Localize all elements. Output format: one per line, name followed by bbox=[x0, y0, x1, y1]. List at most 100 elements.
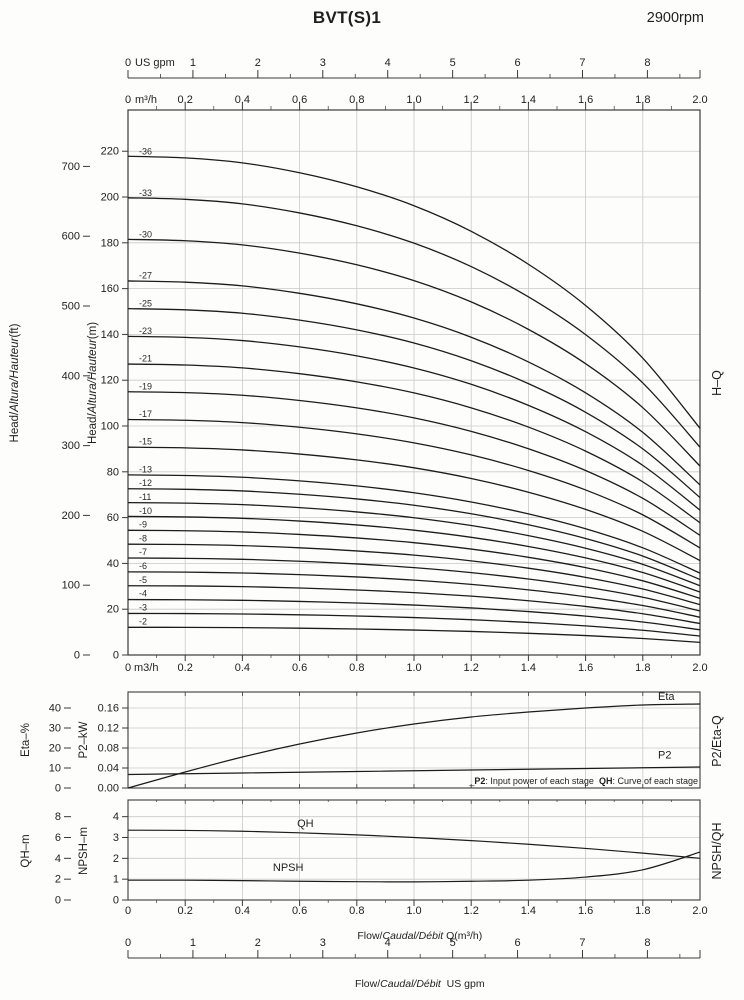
gpm2-tick-label: 0 bbox=[125, 937, 131, 949]
x-tick-label-bot: 0.8 bbox=[349, 905, 364, 917]
stage-label--8: -8 bbox=[139, 533, 147, 543]
m3h-unit-label: m³/h bbox=[135, 94, 157, 106]
stage-label--21: -21 bbox=[139, 354, 152, 364]
gpm-tick-label: 8 bbox=[644, 57, 650, 69]
y-tick-label-p2: 0.00 bbox=[98, 783, 119, 795]
axis-title-part: (m) bbox=[87, 321, 99, 340]
curve-stage--2 bbox=[127, 626, 701, 644]
note-qh-key: QH bbox=[598, 776, 613, 786]
x-tick-label: 2.0 bbox=[692, 662, 707, 674]
curve-stage--17 bbox=[127, 418, 701, 549]
m3h-tick-label: 0.2 bbox=[178, 94, 193, 106]
chart-title-p2eta: P2/Eta-Q bbox=[710, 715, 724, 767]
stage-label--6: -6 bbox=[139, 561, 147, 571]
stage-label--12: -12 bbox=[139, 478, 152, 488]
y-tick-label-ft: 200 bbox=[62, 510, 80, 522]
y-tick-label-ft: 300 bbox=[62, 440, 80, 452]
y-tick-label-p2: 0.04 bbox=[98, 763, 119, 775]
y-tick-label-m: 60 bbox=[107, 512, 119, 524]
y-tick-label-eta: 30 bbox=[49, 723, 61, 735]
curve-stage--25 bbox=[127, 308, 701, 499]
xlabel-part: Flow/ bbox=[357, 930, 383, 942]
y-tick-label-m: 180 bbox=[101, 237, 119, 249]
y-tick-label-npsh: 4 bbox=[113, 811, 119, 823]
m3h-tick-label: 2.0 bbox=[692, 94, 707, 106]
gpm2-tick-label: 8 bbox=[644, 937, 650, 949]
curve-label-eta: Eta bbox=[658, 691, 675, 703]
gpm2-tick-label: 2 bbox=[255, 937, 261, 949]
y-tick-label-p2: 0.12 bbox=[98, 723, 119, 735]
gpm-tick-label: 4 bbox=[385, 57, 391, 69]
y-tick-label-m: 40 bbox=[107, 558, 119, 570]
curve-stage--21 bbox=[127, 363, 701, 524]
y-tick-label-qh: 4 bbox=[55, 853, 61, 865]
stage-label--13: -13 bbox=[139, 464, 152, 474]
curve-eta bbox=[127, 703, 701, 789]
y-tick-label-m: 140 bbox=[101, 329, 119, 341]
y-tick-label-m: 220 bbox=[101, 146, 119, 158]
xlabel-m3h: Flow/Caudal/Débit Q(m³/h) bbox=[128, 918, 700, 954]
y-tick-label-qh: 2 bbox=[55, 874, 61, 886]
y-tick-label-m: 100 bbox=[101, 421, 119, 433]
y-tick-label-m: 20 bbox=[107, 604, 119, 616]
stage-label--5: -5 bbox=[139, 575, 147, 585]
stage-label--15: -15 bbox=[139, 437, 152, 447]
curve-label-p2: P2 bbox=[658, 750, 671, 762]
gpm2-tick-label: 3 bbox=[320, 937, 326, 949]
y-tick-label-eta: 40 bbox=[49, 703, 61, 715]
m3h-tick-label: 0.4 bbox=[235, 94, 250, 106]
curve-stage--10 bbox=[127, 515, 701, 593]
xlabel-gpm: Flow/Caudal/Débit US gpm bbox=[128, 966, 700, 1000]
stage-label--25: -25 bbox=[139, 298, 152, 308]
gpm-tick-label: 2 bbox=[255, 57, 261, 69]
gpm2-tick-label: 1 bbox=[190, 937, 196, 949]
x-zero-label: 0 bbox=[125, 662, 131, 674]
stage-label--23: -23 bbox=[139, 326, 152, 336]
stage-label--11: -11 bbox=[139, 492, 151, 502]
curve-stage--30 bbox=[127, 238, 701, 467]
gpm2-tick-label: 5 bbox=[450, 937, 456, 949]
gpm-tick-label: 1 bbox=[190, 57, 196, 69]
x-tick-label-bot: 0.2 bbox=[178, 905, 193, 917]
note-p2-desc: : Input power of each stage bbox=[485, 776, 599, 786]
curve-label-qh: QH bbox=[297, 818, 314, 830]
gpm2-tick-label: 7 bbox=[579, 937, 585, 949]
x-tick-label-bot: 0.6 bbox=[292, 905, 307, 917]
rpm-label: 2900rpm bbox=[646, 10, 704, 26]
m3h-tick-label: 1.8 bbox=[635, 94, 650, 106]
curve-stage--3 bbox=[127, 612, 701, 637]
gpm2-tick-label: 6 bbox=[514, 937, 520, 949]
y-tick-label-eta: 0 bbox=[55, 783, 61, 795]
note-dash: _ bbox=[469, 776, 475, 786]
gpm-unit-label: US gpm bbox=[135, 57, 175, 69]
curve-p2 bbox=[127, 766, 701, 776]
x-tick-label: 1.8 bbox=[635, 662, 650, 674]
x-tick-label-bot: 1.2 bbox=[464, 905, 479, 917]
note-qh-desc: : Curve of each stage bbox=[612, 776, 698, 786]
y-tick-label-eta: 20 bbox=[49, 743, 61, 755]
x-tick-label: 1.6 bbox=[578, 662, 593, 674]
x-tick-label-bot: 0.4 bbox=[235, 905, 250, 917]
x-tick-label: 0.6 bbox=[292, 662, 307, 674]
axis-title-part: (ft) bbox=[9, 323, 21, 338]
curve-label-npsh: NPSH bbox=[273, 862, 304, 874]
curve-stage--23 bbox=[127, 335, 701, 511]
m3h-zero-label: 0 bbox=[125, 94, 131, 106]
y-tick-label-p2: 0.16 bbox=[98, 703, 119, 715]
m3h-tick-label: 0.6 bbox=[292, 94, 307, 106]
stage-label--7: -7 bbox=[139, 547, 147, 557]
curve-stage--36 bbox=[127, 155, 701, 429]
y-tick-label-npsh: 0 bbox=[113, 895, 119, 907]
curve-stage--7 bbox=[127, 557, 701, 612]
x-tick-label-bot: 1.4 bbox=[521, 905, 536, 917]
curve-stage--12 bbox=[127, 488, 701, 581]
x-unit-label: m3/h bbox=[134, 662, 158, 674]
chart-title-npshqh: NPSH/QH bbox=[710, 822, 724, 880]
x-tick-label-bot: 1.8 bbox=[635, 905, 650, 917]
stage-label--9: -9 bbox=[139, 520, 147, 530]
m3h-tick-label: 0.8 bbox=[349, 94, 364, 106]
axis-title-head-m: Head/Altura/Hauteur(m) bbox=[87, 322, 99, 444]
curve-stage--6 bbox=[127, 571, 701, 618]
gpm2-tick-label: 4 bbox=[385, 937, 391, 949]
y-tick-label-ft: 700 bbox=[62, 161, 80, 173]
